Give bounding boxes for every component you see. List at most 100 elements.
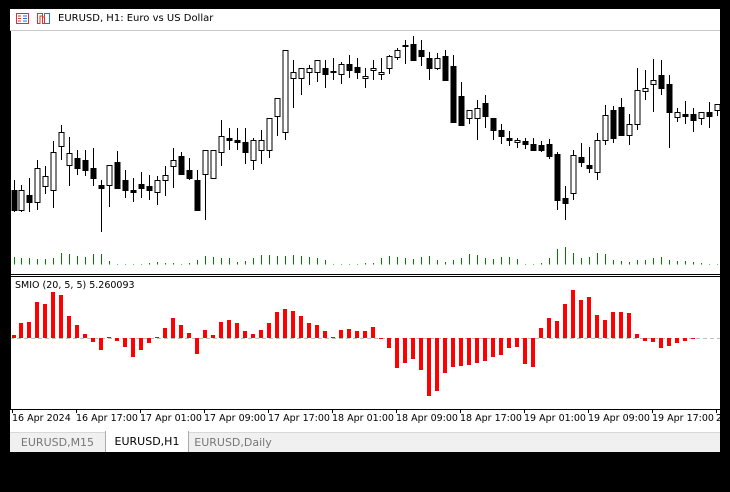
smio-bar: [571, 290, 575, 338]
smio-bar: [339, 330, 343, 338]
smio-bar: [643, 338, 647, 341]
smio-bar: [299, 316, 303, 338]
smio-bar: [179, 325, 183, 338]
chart-window[interactable]: EURUSD, H1: Euro vs US Dollar SMIO (20, …: [10, 9, 722, 452]
candle: [698, 112, 705, 125]
smio-bar: [627, 313, 631, 338]
smio-bar: [83, 334, 87, 338]
smio-bar: [587, 297, 591, 338]
time-axis-label: 16 Apr 2024: [12, 413, 71, 424]
candle: [18, 185, 25, 212]
candle: [106, 165, 113, 207]
candle: [714, 104, 720, 116]
time-axis-label: 16 Apr 17:00: [76, 413, 138, 424]
candle: [178, 152, 185, 175]
candle: [490, 118, 497, 140]
smio-bar: [483, 338, 487, 361]
candle: [82, 150, 89, 176]
smio-bar: [467, 338, 471, 365]
candle: [234, 128, 241, 150]
candle: [130, 178, 137, 202]
tab-eurusd-m15[interactable]: EURUSD,M15: [20, 436, 95, 449]
candle: [386, 55, 393, 74]
smio-bar: [107, 337, 111, 338]
tab-eurusd-daily[interactable]: EURUSD,Daily: [194, 436, 272, 449]
time-axis-label: 18 Apr 17:00: [460, 413, 522, 424]
smio-bar: [115, 338, 119, 341]
chart-window-icon[interactable]: [37, 13, 50, 24]
time-axis-label: 19 Apr 17:00: [652, 413, 714, 424]
candle: [402, 40, 409, 64]
candle: [586, 147, 593, 173]
smio-bar: [331, 337, 335, 338]
smio-bar: [99, 338, 103, 350]
smio-bar: [363, 331, 367, 338]
smio-bar: [291, 311, 295, 338]
candle: [74, 150, 81, 175]
smio-bar: [51, 292, 55, 338]
candle: [634, 68, 641, 130]
smio-bar: [243, 331, 247, 338]
smio-bar: [683, 338, 687, 341]
candle: [218, 120, 225, 166]
candle: [26, 178, 33, 212]
candle: [530, 138, 537, 151]
candle: [42, 166, 49, 194]
candle: [682, 101, 689, 124]
smio-bar: [67, 316, 71, 338]
candle: [338, 62, 345, 84]
candle: [202, 150, 209, 220]
smio-bar: [323, 331, 327, 338]
price-candles: [11, 36, 720, 232]
candle: [378, 58, 385, 80]
candle: [498, 124, 505, 144]
candle: [282, 50, 289, 140]
candle: [290, 60, 297, 108]
candle: [538, 141, 545, 152]
chart-canvas[interactable]: [10, 9, 720, 432]
candle: [346, 55, 353, 78]
smio-bar: [411, 338, 415, 359]
time-axis-label: 19 Apr 01:00: [524, 413, 586, 424]
smio-bar: [91, 338, 95, 342]
smio-bar: [395, 338, 399, 368]
candle: [666, 75, 673, 148]
candle: [410, 36, 417, 61]
time-axis-label: 19 Apr 09:00: [588, 413, 650, 424]
candle: [170, 148, 177, 188]
candle: [578, 143, 585, 167]
smio-bar: [35, 302, 39, 338]
candle: [306, 65, 313, 85]
candle: [122, 170, 129, 198]
smio-bar: [451, 338, 455, 367]
smio-bar: [259, 330, 263, 338]
smio-bar: [659, 338, 663, 348]
candle: [426, 52, 433, 80]
chart-list-icon[interactable]: [16, 13, 29, 24]
smio-bar: [539, 328, 543, 338]
smio-bar: [387, 338, 391, 348]
candle: [50, 141, 57, 208]
smio-bar: [371, 327, 375, 338]
candle: [266, 118, 273, 158]
candle: [154, 176, 161, 205]
smio-bar: [675, 338, 679, 343]
smio-bar: [227, 320, 231, 338]
candle: [450, 55, 457, 123]
candle: [434, 53, 441, 70]
chart-title-bar: EURUSD, H1: Euro vs US Dollar: [10, 9, 720, 31]
smio-bar: [171, 318, 175, 338]
candle: [474, 100, 481, 140]
smio-bar: [403, 338, 407, 363]
smio-bar: [499, 338, 503, 355]
time-axis-label: 18 Apr 09:00: [396, 413, 458, 424]
candle: [650, 59, 657, 112]
smio-bar: [419, 338, 423, 370]
candle: [322, 60, 329, 88]
tab-eurusd-h1[interactable]: EURUSD,H1: [105, 431, 189, 452]
smio-bar: [507, 338, 511, 348]
smio-bar: [75, 325, 79, 338]
smio-bar: [619, 312, 623, 338]
candle: [330, 58, 337, 80]
candle: [194, 170, 201, 211]
